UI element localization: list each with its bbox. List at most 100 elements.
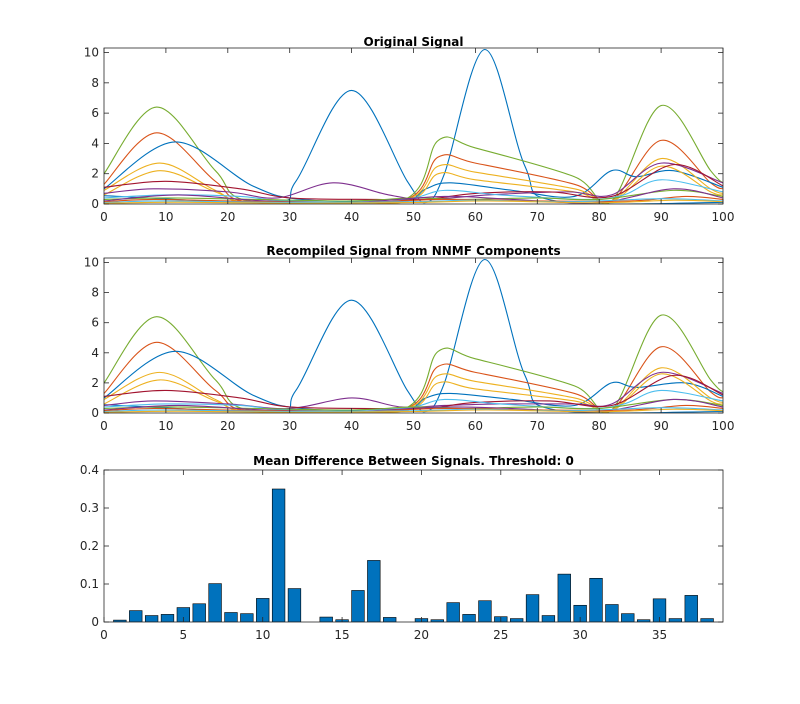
- original-signal-xtick-label-8: 80: [592, 210, 607, 224]
- recompiled-signal-series-line-11: [104, 398, 723, 413]
- recompiled-signal-xtick-label-7: 70: [530, 419, 545, 433]
- bar-6: [192, 603, 206, 622]
- recompiled-signal-xtick-label-1: 10: [158, 419, 173, 433]
- original-signal-series-line-13: [104, 198, 723, 204]
- original-signal-series-line-14: [104, 199, 723, 204]
- mean-difference-xtick-label-4: 20: [414, 628, 429, 642]
- mean-difference-plot-area: [104, 470, 723, 622]
- bar-32: [605, 604, 619, 622]
- original-signal-ytick-label-4: 8: [91, 76, 99, 90]
- original-signal-series-line-10: [104, 189, 723, 202]
- mean-difference-title: Mean Difference Between Signals. Thresho…: [253, 454, 574, 468]
- recompiled-signal-series-line-5: [104, 367, 723, 413]
- mean-difference-xtick-label-5: 25: [493, 628, 508, 642]
- original-signal-xtick-label-2: 20: [220, 210, 235, 224]
- bar-26: [510, 618, 524, 622]
- mean-difference-ytick-label-2: 0.2: [80, 539, 99, 553]
- original-signal-xtick-label-5: 50: [406, 210, 421, 224]
- bar-38: [700, 618, 714, 622]
- bar-33: [621, 613, 635, 622]
- mean-difference-ytick-label-4: 0.4: [80, 463, 99, 477]
- recompiled-signal-xtick-label-8: 80: [592, 419, 607, 433]
- mean-difference-panel: Mean Difference Between Signals. Thresho…: [80, 454, 724, 642]
- original-signal-series-line-3: [104, 132, 723, 204]
- recompiled-signal-ytick-label-3: 6: [91, 316, 99, 330]
- original-signal-ytick-label-2: 4: [91, 136, 99, 150]
- bar-16: [351, 590, 365, 622]
- recompiled-signal-data: [104, 258, 723, 413]
- recompiled-signal-series-line-2: [104, 314, 723, 413]
- original-signal-series-line-6: [104, 165, 723, 204]
- mean-difference-ytick-label-0: 0: [91, 615, 99, 629]
- bar-35: [652, 598, 667, 622]
- original-signal-series-line-5: [104, 158, 723, 204]
- recompiled-signal-plot-area: [104, 258, 723, 413]
- bar-10: [256, 598, 270, 622]
- bar-30: [573, 604, 587, 622]
- original-signal-xtick-label-6: 60: [468, 210, 483, 224]
- recompiled-signal-xtick-label-5: 50: [406, 419, 421, 433]
- bar-9: [240, 613, 254, 622]
- recompiled-signal-series-line-9: [104, 389, 723, 411]
- recompiled-signal-xtick-label-4: 40: [344, 419, 359, 433]
- recompiled-signal-ytick-label-1: 2: [91, 376, 99, 390]
- mean-difference-data: [113, 488, 714, 622]
- mean-difference-xtick-label-3: 15: [334, 628, 349, 642]
- bar-4: [160, 614, 175, 622]
- original-signal-xtick-label-1: 10: [158, 210, 173, 224]
- mean-difference-xtick-label-0: 0: [100, 628, 108, 642]
- original-signal-series-line-2: [104, 104, 723, 204]
- recompiled-signal-ytick-label-4: 8: [91, 286, 99, 300]
- mean-difference-ytick-label-1: 0.1: [80, 577, 99, 591]
- bar-29: [557, 573, 571, 622]
- original-signal-title: Original Signal: [364, 35, 464, 49]
- original-signal-panel: Original Signal 0 10 20 30 40 50 60 70 80 90 100 0 2…: [84, 35, 735, 224]
- original-signal-xtick-label-9: 90: [653, 210, 668, 224]
- original-signal-ytick-label-5: 10: [84, 46, 99, 60]
- bar-7: [208, 583, 222, 622]
- mean-difference-xtick-label-1: 5: [180, 628, 188, 642]
- bar-3: [144, 615, 159, 622]
- recompiled-signal-xtick-label-10: 100: [712, 419, 735, 433]
- recompiled-signal-xtick-label-6: 60: [468, 419, 483, 433]
- original-signal-xtick-label-4: 40: [344, 210, 359, 224]
- recompiled-signal-xtick-label-2: 20: [220, 419, 235, 433]
- bar-23: [462, 614, 476, 622]
- original-signal-ytick-label-1: 2: [91, 167, 99, 181]
- recompiled-signal-series-line-3: [104, 341, 723, 413]
- recompiled-signal-xtick-label-9: 90: [653, 419, 668, 433]
- original-signal-series-line-11: [104, 188, 723, 204]
- bar-18: [383, 617, 397, 622]
- bar-11: [271, 488, 286, 622]
- original-signal-data: [104, 48, 723, 204]
- original-signal-plot-area: [104, 48, 723, 204]
- bar-24: [478, 600, 492, 622]
- mean-difference-xtick-label-7: 35: [652, 628, 667, 642]
- mean-difference-xtick-label-2: 10: [255, 628, 270, 642]
- recompiled-signal-series-line-13: [104, 407, 723, 413]
- bar-2: [129, 610, 143, 622]
- bar-12: [287, 588, 302, 622]
- recompiled-signal-ytick-label-5: 10: [84, 256, 99, 270]
- recompiled-signal-title: Recompiled Signal from NNMF Components: [266, 244, 560, 258]
- recompiled-signal-series-line-14: [104, 408, 723, 413]
- original-signal-xtick-label-3: 30: [282, 210, 297, 224]
- original-signal-xtick-label-0: 0: [100, 210, 108, 224]
- bar-31: [589, 577, 603, 622]
- bar-17: [367, 560, 381, 622]
- bar-37: [684, 595, 698, 622]
- recompiled-signal-xtick-label-3: 30: [282, 419, 297, 433]
- original-signal-ytick-label-0: 0: [91, 197, 99, 211]
- bar-28: [541, 615, 556, 622]
- recompiled-signal-ytick-label-2: 4: [91, 346, 99, 360]
- mean-difference-xtick-label-6: 30: [573, 628, 588, 642]
- recompiled-signal-xtick-label-0: 0: [100, 419, 108, 433]
- bar-8: [224, 612, 238, 622]
- original-signal-xtick-label-7: 70: [530, 210, 545, 224]
- recompiled-signal-panel: Recompiled Signal from NNMF Components 0…: [84, 244, 735, 433]
- original-signal-series-line-9: [104, 179, 723, 202]
- bar-27: [525, 594, 540, 622]
- recompiled-signal-ytick-label-0: 0: [91, 406, 99, 420]
